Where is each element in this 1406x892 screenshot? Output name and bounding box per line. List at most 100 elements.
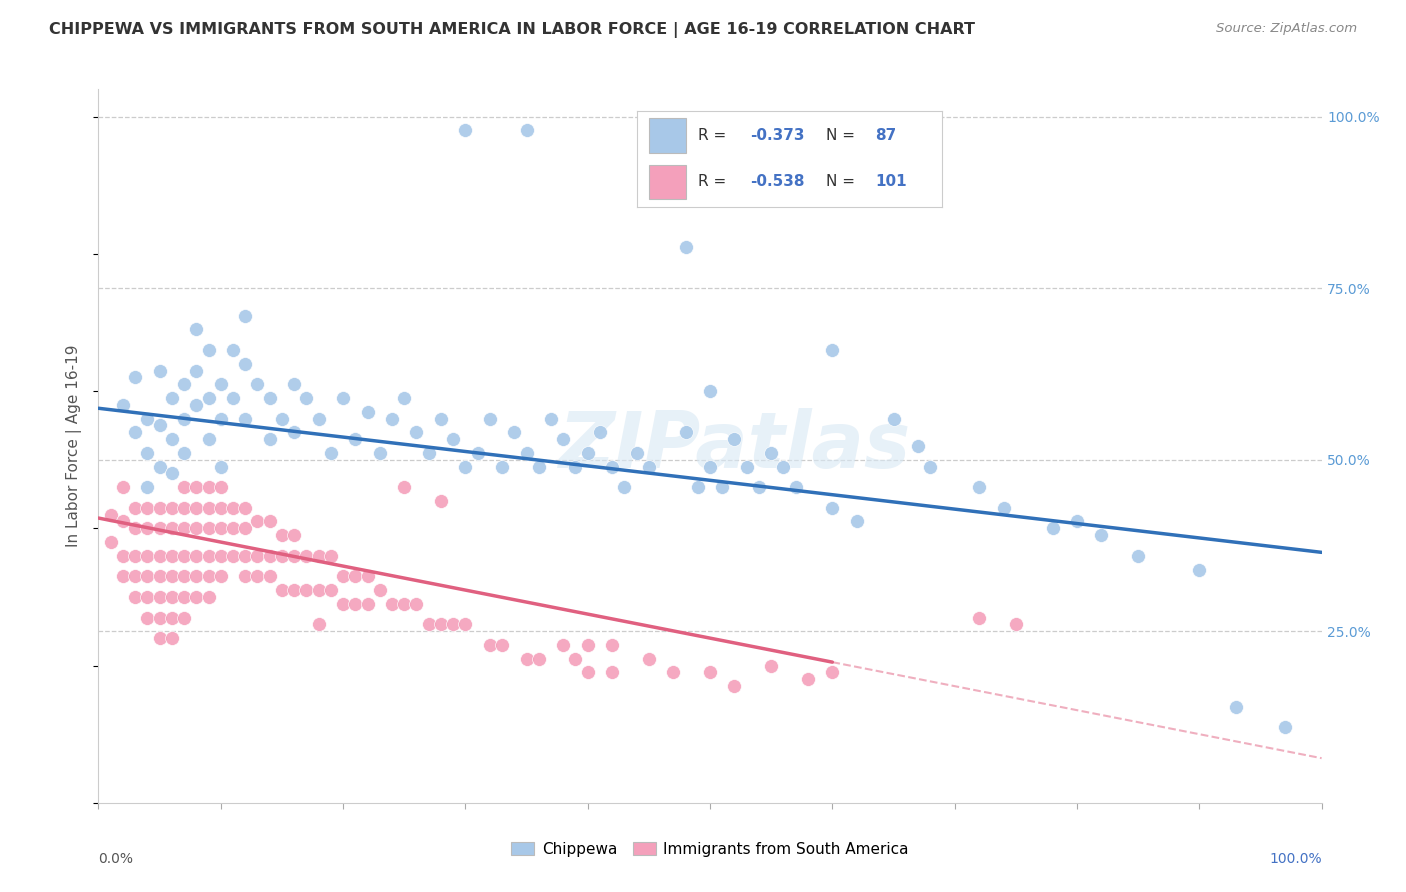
Point (197, 500, 219, 515)
Point (454, 123, 477, 137)
Point (441, 617, 464, 632)
Point (381, 597, 404, 611)
Point (589, 425, 612, 440)
Point (821, 343, 844, 357)
Point (772, 459, 794, 474)
Point (748, 480, 770, 494)
Point (308, 617, 330, 632)
Point (600, 665, 623, 680)
Point (761, 446, 783, 460)
Point (246, 569, 269, 583)
Text: CHIPPEWA VS IMMIGRANTS FROM SOUTH AMERICA IN LABOR FORCE | AGE 16-19 CORRELATION: CHIPPEWA VS IMMIGRANTS FROM SOUTH AMERIC… (49, 22, 976, 38)
Point (270, 583, 294, 598)
Point (197, 590, 219, 604)
Point (392, 480, 416, 494)
Point (270, 549, 294, 563)
Point (259, 569, 281, 583)
Point (295, 391, 318, 405)
Point (186, 549, 208, 563)
Y-axis label: In Labor Force | Age 16-19: In Labor Force | Age 16-19 (66, 344, 83, 548)
Point (124, 590, 146, 604)
Point (149, 500, 172, 515)
Point (392, 597, 416, 611)
Point (503, 425, 526, 440)
Point (246, 549, 269, 563)
Point (308, 549, 330, 563)
Point (283, 377, 305, 392)
Point (160, 467, 183, 481)
Point (136, 446, 159, 460)
Point (430, 617, 453, 632)
Point (160, 549, 183, 563)
Point (478, 638, 501, 652)
Point (111, 515, 134, 529)
Point (149, 363, 172, 377)
Text: 100.0%: 100.0% (1270, 853, 1322, 866)
Point (319, 549, 342, 563)
Point (197, 569, 219, 583)
Point (356, 569, 378, 583)
Point (967, 610, 990, 624)
Point (160, 610, 183, 624)
Point (233, 357, 256, 371)
Point (197, 432, 219, 446)
Point (283, 425, 305, 440)
Point (149, 631, 172, 645)
Point (332, 569, 354, 583)
Point (356, 597, 378, 611)
Point (111, 480, 134, 494)
Point (173, 480, 195, 494)
Point (209, 569, 232, 583)
Point (160, 631, 183, 645)
Point (797, 673, 820, 687)
Point (344, 432, 367, 446)
Point (136, 500, 159, 515)
Point (197, 343, 219, 357)
Point (368, 583, 391, 598)
Point (233, 549, 256, 563)
Point (136, 411, 159, 425)
Point (515, 123, 537, 137)
Point (515, 651, 537, 665)
Point (993, 500, 1015, 515)
Point (638, 459, 661, 474)
Point (478, 411, 501, 425)
Point (149, 418, 172, 433)
Point (295, 549, 318, 563)
Point (344, 597, 367, 611)
Point (368, 446, 391, 460)
Point (233, 500, 256, 515)
Point (209, 549, 232, 563)
Point (381, 411, 404, 425)
Point (111, 569, 134, 583)
Point (149, 459, 172, 474)
Point (160, 590, 183, 604)
Point (626, 446, 648, 460)
Text: ZIPatlas: ZIPatlas (558, 408, 911, 484)
Point (124, 549, 146, 563)
Point (173, 569, 195, 583)
Point (100, 508, 122, 522)
Point (136, 549, 159, 563)
Point (527, 651, 550, 665)
Point (662, 665, 685, 680)
Point (100, 535, 122, 549)
Point (173, 521, 195, 535)
Point (246, 515, 269, 529)
Point (576, 638, 599, 652)
Point (270, 528, 294, 542)
Point (735, 459, 758, 474)
Point (149, 549, 172, 563)
Point (761, 658, 783, 673)
Point (233, 521, 256, 535)
Point (845, 515, 868, 529)
Point (454, 459, 477, 474)
Point (540, 411, 562, 425)
Point (675, 240, 697, 254)
Point (160, 391, 183, 405)
Point (209, 480, 232, 494)
Point (564, 459, 586, 474)
Point (392, 391, 416, 405)
Point (186, 500, 208, 515)
Point (124, 425, 146, 440)
